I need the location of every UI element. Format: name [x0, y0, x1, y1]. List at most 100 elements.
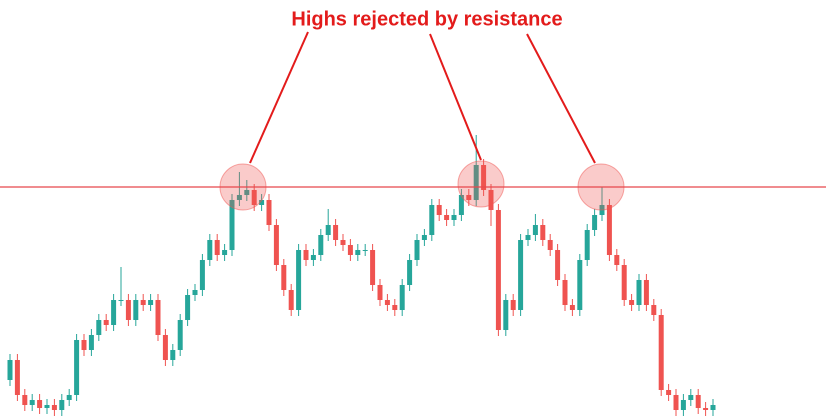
candle-body: [673, 395, 679, 410]
arrow-line: [526, 33, 596, 164]
candle-body: [318, 235, 324, 255]
candle-body: [310, 255, 316, 260]
candle-body: [177, 320, 183, 350]
candle-body: [199, 260, 205, 290]
candle-body: [621, 265, 627, 300]
candle-body: [547, 240, 553, 250]
candle-body: [66, 395, 72, 400]
candle-body: [421, 235, 427, 240]
candle-body: [37, 400, 43, 408]
candle-body: [59, 400, 65, 410]
candle-body: [96, 320, 102, 335]
candle-body: [658, 315, 664, 390]
candle-body: [81, 340, 87, 350]
candle-body: [688, 395, 694, 400]
candle-body: [466, 195, 472, 200]
arrow-line: [429, 33, 482, 161]
candle-body: [703, 408, 709, 410]
arrow-line: [249, 31, 309, 164]
candle-body: [458, 195, 464, 215]
candle-body: [680, 400, 686, 410]
candle-body: [377, 285, 383, 300]
candle-body: [340, 240, 346, 245]
candle-body: [407, 260, 413, 285]
candle-body: [518, 240, 524, 310]
candle-body: [362, 250, 368, 251]
candle-body: [399, 285, 405, 310]
candle-body: [414, 240, 420, 260]
candle-body: [244, 190, 250, 195]
candle-body: [606, 205, 612, 255]
candle-body: [118, 300, 124, 301]
candle-body: [710, 405, 716, 410]
candles: [7, 135, 716, 416]
candle-body: [288, 290, 294, 310]
candle-body: [495, 210, 501, 330]
chart-title: Highs rejected by resistance: [291, 8, 562, 30]
candle-body: [266, 200, 272, 225]
candle-body: [51, 405, 57, 410]
candle-body: [111, 300, 117, 325]
candle-body: [510, 300, 516, 310]
candle-body: [281, 265, 287, 290]
candle-body: [148, 300, 154, 305]
candle-body: [251, 190, 257, 205]
candle-body: [7, 360, 13, 380]
candle-body: [636, 280, 642, 305]
candle-body: [355, 250, 361, 255]
candle-body: [555, 250, 561, 280]
candle-body: [436, 205, 442, 215]
candle-body: [22, 395, 28, 405]
candle-body: [14, 360, 20, 395]
candle-body: [370, 250, 376, 285]
candle-body: [651, 305, 657, 315]
candle-body: [488, 190, 494, 210]
candle-body: [155, 300, 161, 335]
candle-body: [192, 290, 198, 295]
candle-body: [170, 350, 176, 360]
candle-body: [347, 245, 353, 255]
candle-body: [44, 405, 50, 408]
candle-body: [429, 205, 435, 235]
candle-body: [162, 335, 168, 360]
candle-body: [273, 225, 279, 265]
candle-body: [333, 225, 339, 240]
candle-body: [503, 300, 509, 330]
candle-body: [222, 250, 228, 255]
candle-body: [577, 260, 583, 310]
candle-body: [473, 165, 479, 200]
candle-body: [666, 390, 672, 395]
candle-body: [296, 250, 302, 310]
candle-body: [384, 300, 390, 305]
candle-body: [392, 305, 398, 310]
candle-body: [444, 215, 450, 220]
candle-body: [451, 215, 457, 220]
candle-body: [540, 225, 546, 240]
candle-body: [74, 340, 80, 395]
candle-body: [140, 300, 146, 305]
candle-body: [562, 280, 568, 305]
candle-body: [125, 300, 131, 320]
candle-body: [229, 200, 235, 250]
candle-body: [103, 320, 109, 325]
candle-body: [207, 240, 213, 260]
candle-body: [592, 215, 598, 230]
candle-body: [614, 255, 620, 265]
candle-body: [481, 165, 487, 190]
candle-body: [259, 200, 265, 205]
candle-body: [88, 335, 94, 350]
candle-body: [532, 225, 538, 235]
candle-body: [133, 300, 139, 320]
highlight-circle: [457, 160, 505, 208]
candle-body: [525, 235, 531, 240]
candle-body: [695, 395, 701, 408]
candle-body: [303, 250, 309, 260]
candle-body: [629, 300, 635, 305]
candle-body: [569, 305, 575, 310]
annotation-shapes: [219, 31, 625, 211]
candle-body: [214, 240, 220, 255]
candle-body: [325, 225, 331, 235]
candle-body: [185, 295, 191, 320]
candle-body: [29, 400, 35, 405]
candle-body: [643, 280, 649, 305]
